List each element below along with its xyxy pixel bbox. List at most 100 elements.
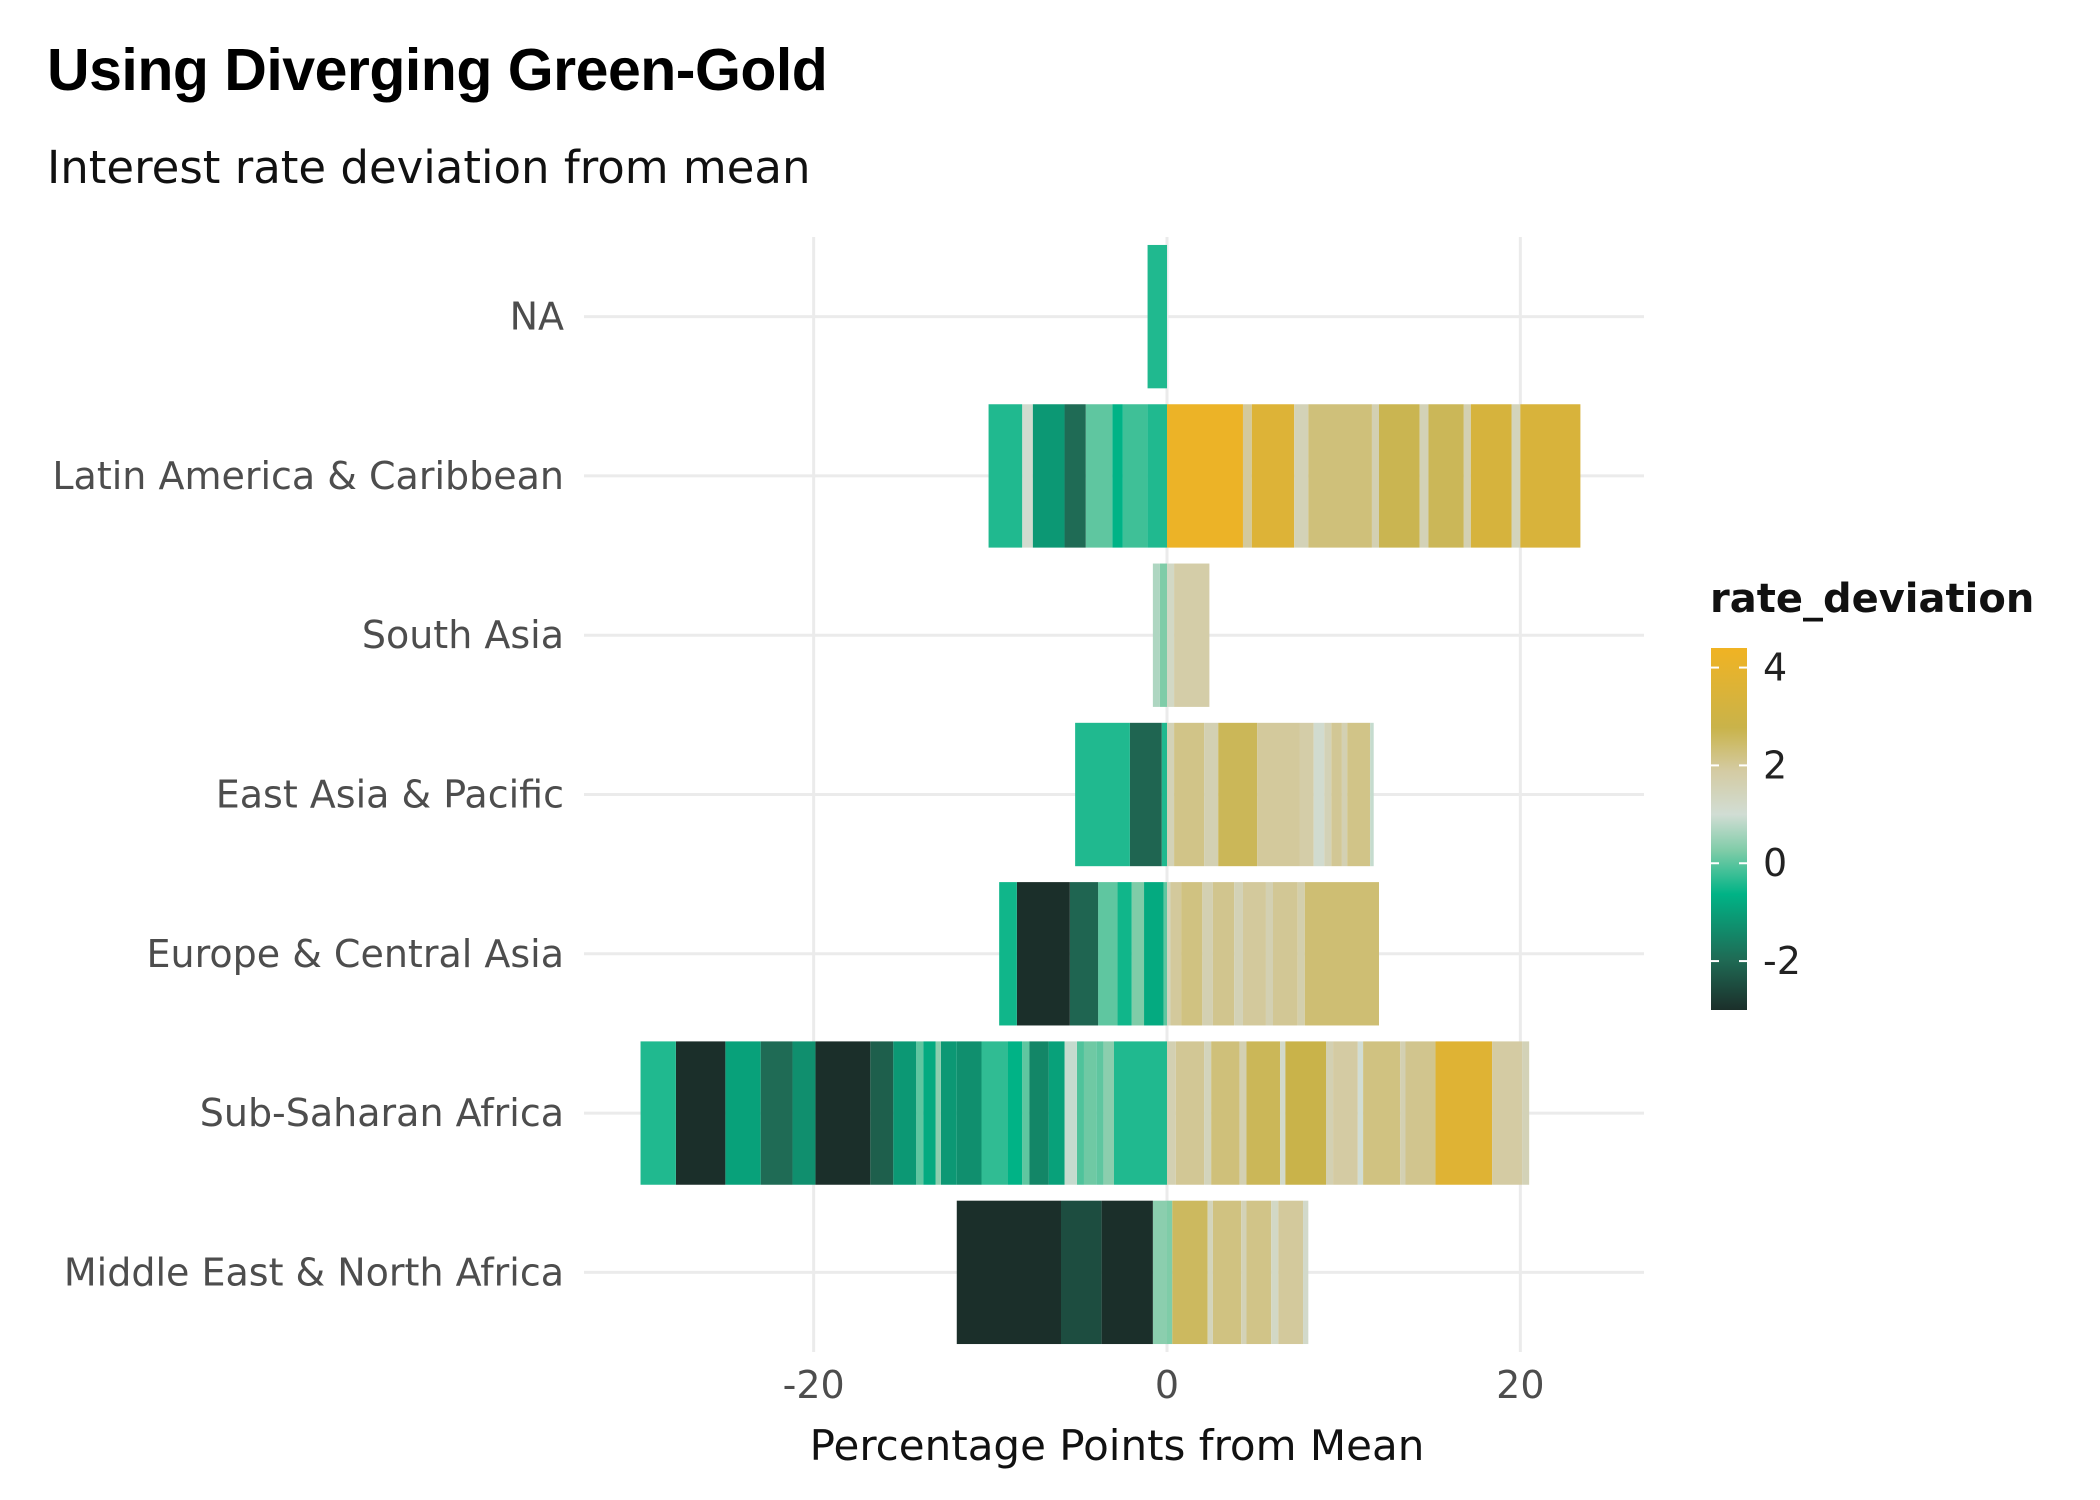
bar-segment bbox=[815, 1041, 871, 1185]
bar-segment bbox=[1273, 882, 1298, 1026]
bar-segment bbox=[1520, 404, 1581, 548]
bar-segment bbox=[1522, 1041, 1530, 1185]
y-tick-label: Latin America & Caribbean bbox=[52, 454, 564, 498]
bar-segment bbox=[1405, 1041, 1436, 1185]
bar-segment bbox=[981, 1041, 1008, 1185]
bar-segment bbox=[923, 1041, 936, 1185]
bar-segment bbox=[1167, 1200, 1173, 1345]
bar-segment bbox=[870, 1041, 894, 1185]
bar-segment bbox=[1167, 722, 1175, 867]
bar-segment bbox=[1207, 1200, 1213, 1345]
bar-segment bbox=[1061, 1200, 1102, 1345]
bar-segment bbox=[1299, 722, 1314, 867]
bar-segment bbox=[1161, 722, 1167, 867]
bar-segment bbox=[1076, 1041, 1084, 1185]
bar-segment bbox=[1218, 722, 1258, 867]
bar-segment bbox=[760, 1041, 793, 1185]
bar-segment bbox=[1297, 882, 1305, 1026]
bar-segment bbox=[1271, 1200, 1279, 1345]
bar-segment bbox=[1278, 1200, 1304, 1345]
bar-segment bbox=[1202, 882, 1213, 1026]
bar-segment bbox=[1172, 1200, 1208, 1345]
bar-segment bbox=[1008, 1041, 1023, 1185]
bar-segment bbox=[1241, 1200, 1247, 1345]
bar-segment bbox=[1144, 882, 1164, 1026]
bar-segment bbox=[1101, 1200, 1153, 1345]
bar-segment bbox=[1492, 1041, 1523, 1185]
bar-segment bbox=[1174, 563, 1210, 707]
bar-segment bbox=[1085, 404, 1113, 548]
bar-segment bbox=[916, 1041, 924, 1185]
x-axis: -20 0 20 bbox=[783, 1363, 1545, 1407]
bar-segment bbox=[1463, 404, 1471, 548]
bar-segment bbox=[1371, 404, 1379, 548]
x-tick-label: -20 bbox=[783, 1363, 845, 1407]
bar-segment bbox=[1131, 882, 1145, 1026]
legend-tick-label: 2 bbox=[1763, 743, 1787, 787]
bar-segment bbox=[1147, 404, 1167, 548]
bar-segment bbox=[1370, 722, 1374, 867]
bar-segment bbox=[1308, 404, 1372, 548]
bar-segment bbox=[1265, 882, 1273, 1026]
bar-segment bbox=[1064, 404, 1086, 548]
bar-segment bbox=[1257, 722, 1300, 867]
bar-segment bbox=[893, 1041, 917, 1185]
bar-segment bbox=[1098, 882, 1118, 1026]
bar-segment bbox=[1428, 404, 1464, 548]
bar-segment bbox=[1167, 563, 1175, 707]
bar-segment bbox=[1204, 722, 1219, 867]
y-tick-label: Sub-Saharan Africa bbox=[200, 1091, 564, 1135]
legend-title: rate_deviation bbox=[1710, 576, 2034, 622]
bar-segment bbox=[640, 1041, 676, 1185]
bar-segment bbox=[675, 1041, 726, 1185]
x-tick-label: 20 bbox=[1496, 1363, 1544, 1407]
bar-segment bbox=[1341, 722, 1348, 867]
bar-segment bbox=[1022, 1041, 1030, 1185]
bar-segment bbox=[1032, 404, 1065, 548]
bar-segment bbox=[1016, 882, 1070, 1026]
bar-segment bbox=[940, 1041, 957, 1185]
bar-segment bbox=[1175, 1041, 1205, 1185]
bar-segment bbox=[988, 404, 1023, 548]
bar-segment bbox=[1212, 1200, 1242, 1345]
chart-title: Using Diverging Green-Gold bbox=[47, 37, 828, 103]
bar-segment bbox=[1324, 722, 1332, 867]
bar-segment bbox=[1357, 1041, 1364, 1185]
bar-segment bbox=[1075, 722, 1130, 867]
bar-segment bbox=[1326, 1041, 1334, 1185]
bar-segment bbox=[1103, 1041, 1114, 1185]
bars-layer bbox=[640, 244, 1581, 1345]
bar-segment bbox=[1304, 882, 1379, 1026]
bar-segment bbox=[956, 1200, 1061, 1345]
chart-subtitle: Interest rate deviation from mean bbox=[47, 141, 811, 194]
y-tick-label: South Asia bbox=[362, 613, 564, 657]
bar-segment bbox=[725, 1041, 761, 1185]
bar-segment bbox=[1181, 882, 1203, 1026]
bar-segment bbox=[1163, 882, 1167, 1026]
bar-segment bbox=[1147, 244, 1167, 389]
bar-segment bbox=[1117, 882, 1132, 1026]
bar-segment bbox=[1303, 1200, 1309, 1345]
bar-segment bbox=[1159, 563, 1167, 707]
bar-segment bbox=[1064, 1041, 1077, 1185]
legend-tick-label: 4 bbox=[1763, 646, 1787, 690]
bar-segment bbox=[1204, 1041, 1212, 1185]
bar-segment bbox=[1285, 1041, 1326, 1185]
bar-segment bbox=[1280, 1041, 1286, 1185]
y-tick-label: Middle East & North Africa bbox=[64, 1250, 564, 1294]
bar-segment bbox=[1242, 404, 1252, 548]
bar-segment bbox=[1170, 882, 1182, 1026]
y-tick-label: NA bbox=[510, 295, 564, 339]
bar-segment bbox=[999, 882, 1017, 1026]
bar-segment bbox=[1122, 404, 1148, 548]
bar-segment bbox=[1400, 1041, 1406, 1185]
legend-colorbar bbox=[1711, 648, 1747, 1010]
bar-segment bbox=[1511, 404, 1521, 548]
bar-segment bbox=[1114, 1041, 1167, 1185]
legend-tick-label: 0 bbox=[1763, 841, 1787, 885]
bar-segment bbox=[935, 1041, 941, 1185]
bar-segment bbox=[1069, 882, 1099, 1026]
bar-segment bbox=[1096, 1041, 1104, 1185]
bar-segment bbox=[1242, 882, 1266, 1026]
